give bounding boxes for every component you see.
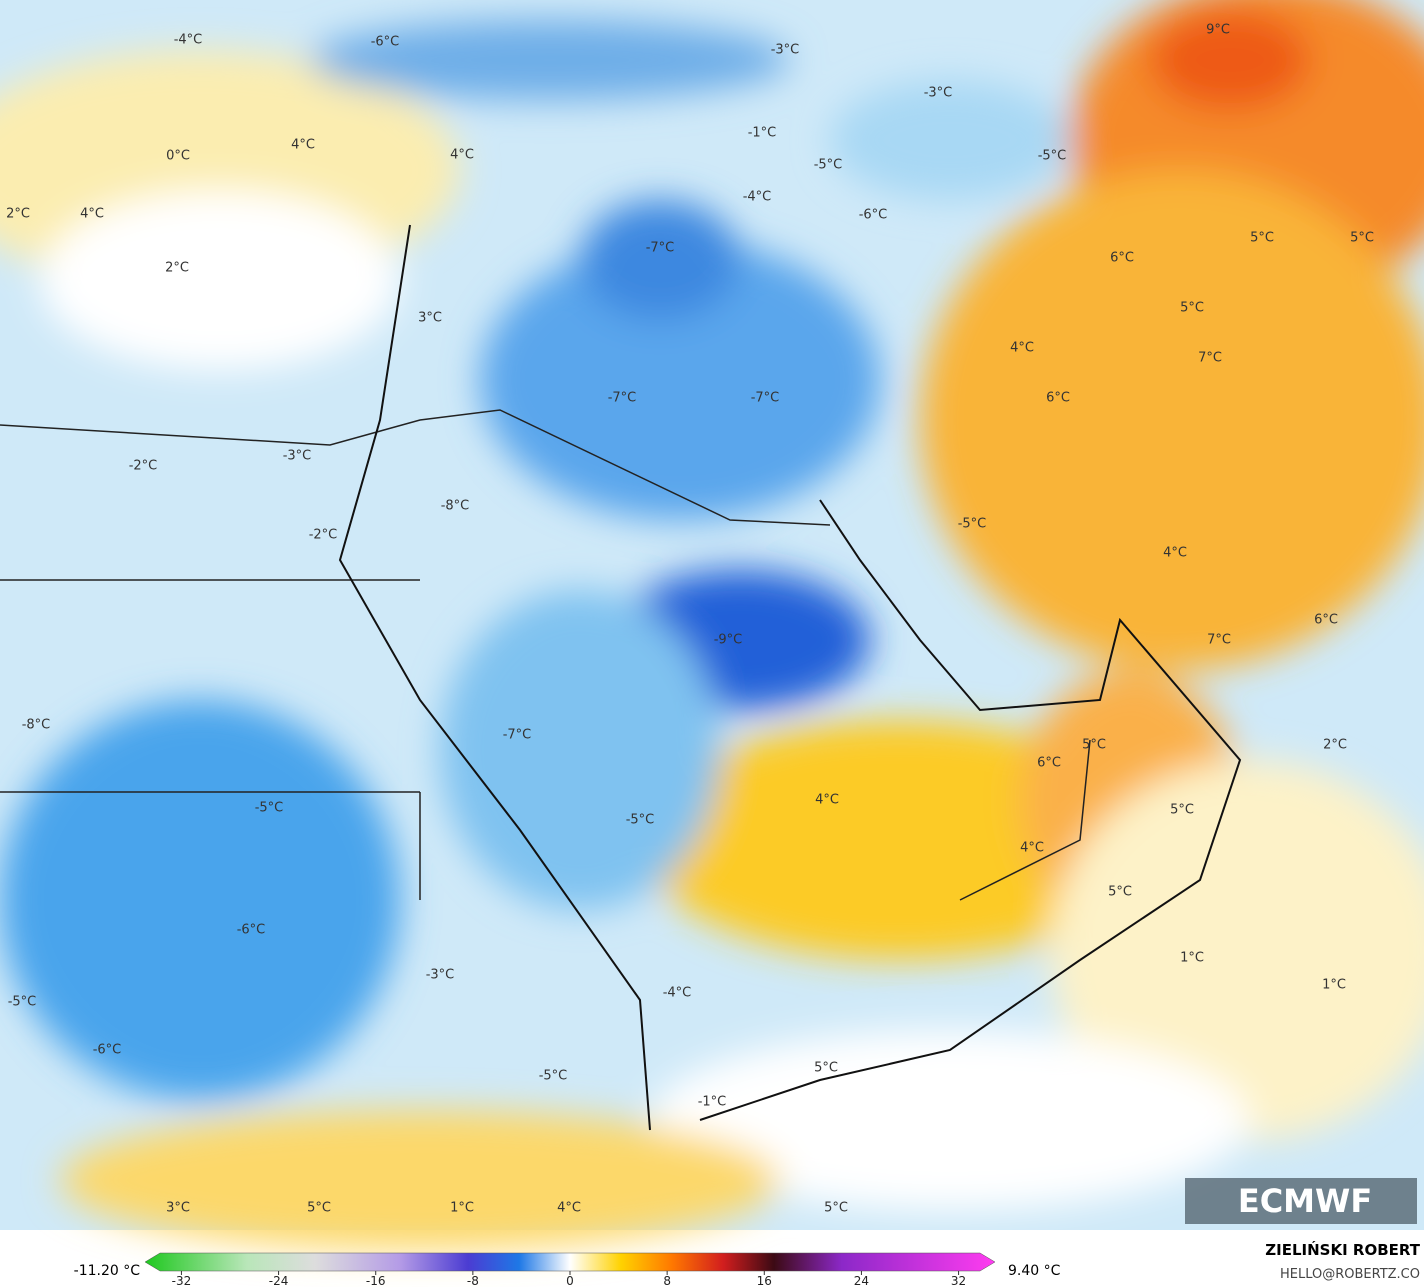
temperature-label: -7°C bbox=[503, 728, 532, 743]
temperature-label: -4°C bbox=[663, 986, 692, 1001]
temperature-label: -5°C bbox=[255, 801, 284, 816]
temperature-label: -6°C bbox=[93, 1043, 122, 1058]
temperature-label: 4°C bbox=[80, 207, 104, 222]
temperature-label: 2°C bbox=[1323, 738, 1347, 753]
temperature-label: -4°C bbox=[743, 190, 772, 205]
temperature-label: 4°C bbox=[291, 138, 315, 153]
colorbar-tick-label: -8 bbox=[467, 1274, 479, 1287]
colorbar-tick-label: 16 bbox=[757, 1274, 772, 1287]
temperature-label: -2°C bbox=[309, 528, 338, 543]
temperature-label: -3°C bbox=[924, 86, 953, 101]
temperature-label: 4°C bbox=[1020, 841, 1044, 856]
temperature-label: 1°C bbox=[450, 1201, 474, 1216]
temperature-label: 4°C bbox=[557, 1201, 581, 1216]
borders bbox=[0, 409, 1091, 901]
temperature-label: 7°C bbox=[1198, 351, 1222, 366]
colorbar-max: 9.40 °C bbox=[1008, 1263, 1061, 1279]
temperature-label: 9°C bbox=[1206, 23, 1230, 38]
temperature-label: 1°C bbox=[1322, 978, 1346, 993]
colorbar-tick-label: -32 bbox=[172, 1274, 192, 1287]
temperature-label: 1°C bbox=[1180, 951, 1204, 966]
temperature-label: 5°C bbox=[1082, 738, 1106, 753]
temperature-label: 5°C bbox=[824, 1201, 848, 1216]
temperature-label: -5°C bbox=[814, 158, 843, 173]
author: ZIELIŃSKI ROBERT bbox=[1265, 1240, 1420, 1259]
temperature-label: -5°C bbox=[1038, 149, 1067, 164]
temperature-label: -5°C bbox=[539, 1069, 568, 1084]
colorbar-tick-label: -16 bbox=[366, 1274, 386, 1287]
temperature-label: 6°C bbox=[1046, 391, 1070, 406]
colorbar-tick-label: 0 bbox=[566, 1274, 574, 1287]
temperature-label: 3°C bbox=[166, 1201, 190, 1216]
coastline bbox=[338, 224, 1242, 1131]
temperature-label: 5°C bbox=[814, 1061, 838, 1076]
temperature-label: 0°C bbox=[166, 149, 190, 164]
temperature-label: 2°C bbox=[6, 207, 30, 222]
temperature-label: 2°C bbox=[165, 261, 189, 276]
logo-box bbox=[1185, 1178, 1417, 1224]
temperature-label: -7°C bbox=[751, 391, 780, 406]
temperature-label: -8°C bbox=[441, 499, 470, 514]
temperature-label: 6°C bbox=[1110, 251, 1134, 266]
temperature-label: 4°C bbox=[1163, 546, 1187, 561]
temperature-label: -6°C bbox=[237, 923, 266, 938]
temperature-label: -6°C bbox=[371, 35, 400, 50]
temperature-label: -1°C bbox=[748, 126, 777, 141]
temperature-label: -7°C bbox=[646, 241, 675, 256]
map: -4°C -6°C -3°C -3°C 0°C 4°C 4°C -1°C -5°C -5°C -4°… bbox=[0, 0, 1424, 1250]
colorbar-min: -11.20 °C bbox=[74, 1263, 141, 1279]
temperature-label: 5°C bbox=[1180, 301, 1204, 316]
temperature-label: -4°C bbox=[174, 33, 203, 48]
temperature-label: -5°C bbox=[626, 813, 655, 828]
temperature-label: 5°C bbox=[1108, 885, 1132, 900]
colorbar-tick-label: 24 bbox=[854, 1274, 869, 1287]
colorbar-tick-label: 32 bbox=[951, 1274, 966, 1287]
temperature-label: -3°C bbox=[426, 968, 455, 983]
temperature-field bbox=[0, 0, 1424, 1250]
temperature-label: -1°C bbox=[698, 1095, 727, 1110]
colorbar-tick-label: -24 bbox=[269, 1274, 289, 1287]
temperature-label: 5°C bbox=[1170, 803, 1194, 818]
temperature-label: 7°C bbox=[1207, 633, 1231, 648]
temperature-label: 4°C bbox=[450, 148, 474, 163]
temperature-label: 4°C bbox=[815, 793, 839, 808]
temperature-label: -5°C bbox=[8, 995, 37, 1010]
temperature-label: 5°C bbox=[1250, 231, 1274, 246]
temperature-label: -7°C bbox=[608, 391, 637, 406]
temperature-label: 5°C bbox=[1350, 231, 1374, 246]
temperature-label: -9°C bbox=[714, 633, 743, 648]
temperature-label: 3°C bbox=[418, 311, 442, 326]
temperature-label: -6°C bbox=[859, 208, 888, 223]
temperature-label: -8°C bbox=[22, 718, 51, 733]
temperature-label: -5°C bbox=[958, 517, 987, 532]
temperature-label: 6°C bbox=[1314, 613, 1338, 628]
temperature-label: 5°C bbox=[307, 1201, 331, 1216]
colorbar-tick-label: 8 bbox=[663, 1274, 671, 1287]
colorbar-bar bbox=[144, 1252, 996, 1272]
colorbar: -11.20 °C 9.40 °C -32 -24 -16 -8 0 8 16 24 32 bbox=[74, 1252, 1061, 1287]
temperature-label: -3°C bbox=[771, 43, 800, 58]
temperature-label: 6°C bbox=[1037, 756, 1061, 771]
contact: HELLO@ROBERTZ.CO bbox=[1280, 1267, 1420, 1282]
logo: ECMWF bbox=[1238, 1182, 1372, 1220]
temperature-label: -3°C bbox=[283, 449, 312, 464]
temperature-label: 4°C bbox=[1010, 341, 1034, 356]
temperature-label: -2°C bbox=[129, 459, 158, 474]
